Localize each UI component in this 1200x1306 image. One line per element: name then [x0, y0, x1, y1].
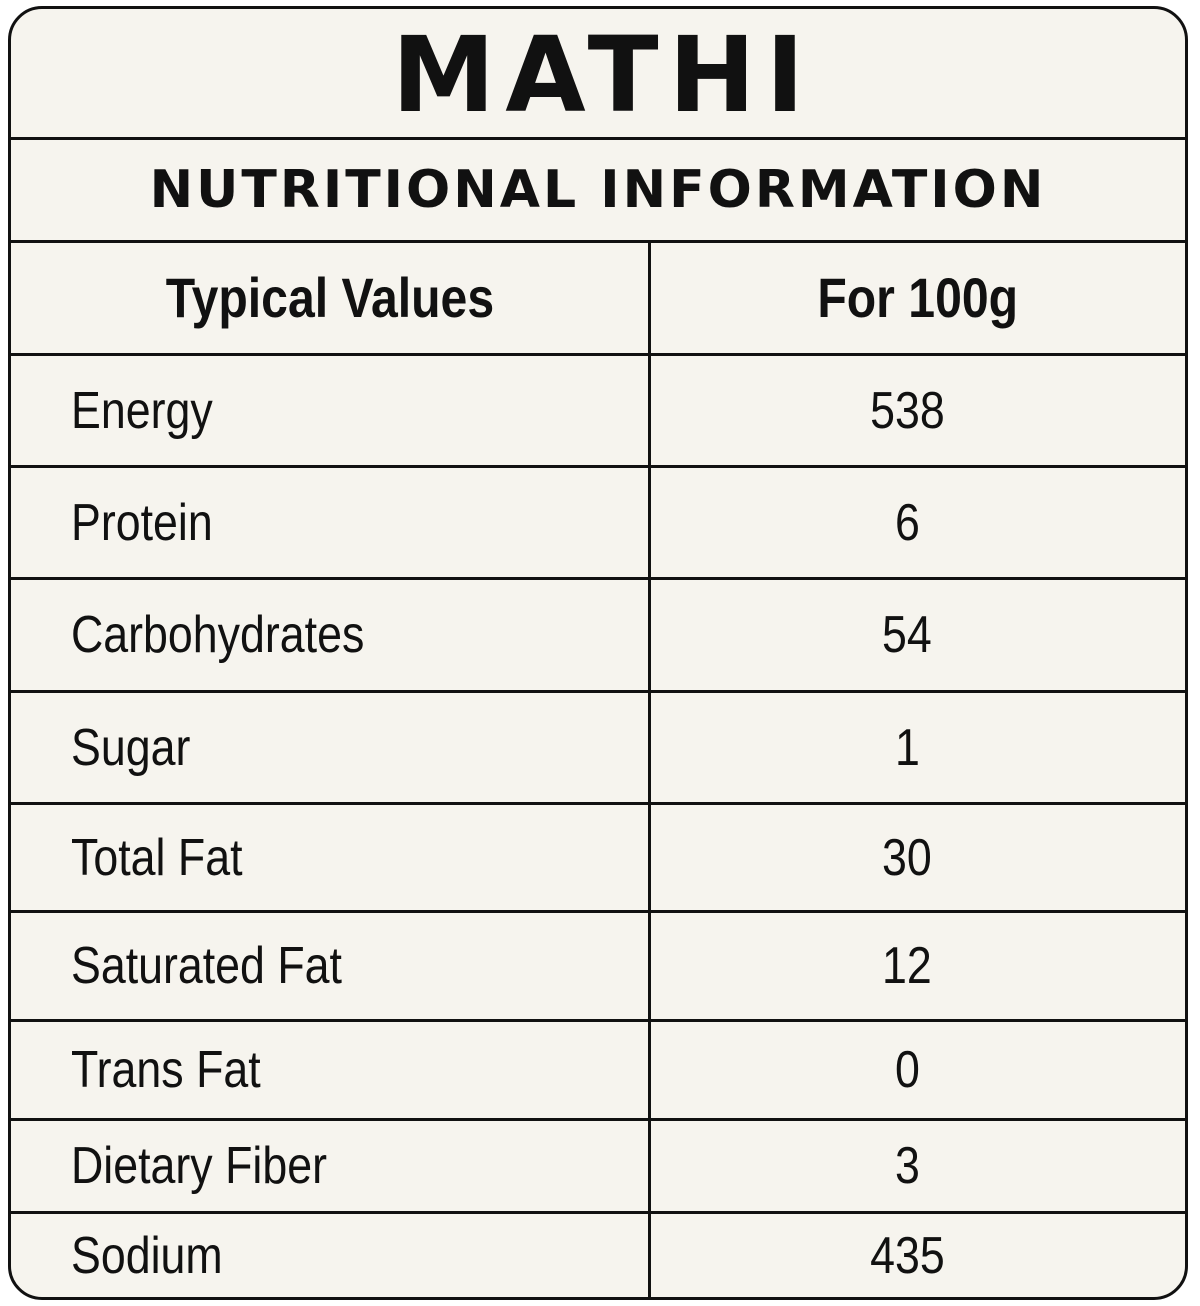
table-row: Trans Fat 0 — [11, 1022, 1185, 1121]
row-value-cell: 12 — [651, 913, 1185, 1019]
row-name-cell: Total Fat — [11, 805, 648, 910]
row-value-cell: 30 — [651, 805, 1185, 910]
table-row: Energy 538 — [11, 356, 1185, 468]
row-name: Sodium — [71, 1226, 223, 1285]
table-row: Sodium 435 — [11, 1214, 1185, 1297]
row-name: Sugar — [71, 718, 191, 777]
row-name-cell: Trans Fat — [11, 1022, 648, 1118]
row-value-cell: 538 — [651, 356, 1185, 465]
title-row: MATHI — [11, 9, 1185, 140]
row-value: 30 — [882, 828, 932, 887]
table-row: Protein 6 — [11, 468, 1185, 580]
row-value: 0 — [894, 1041, 920, 1099]
row-name: Carbohydrates — [71, 606, 365, 664]
row-value: 1 — [894, 718, 920, 777]
nutrition-label: MATHI NUTRITIONAL INFORMATION Typical Va… — [8, 6, 1188, 1300]
row-value-cell: 3 — [651, 1121, 1185, 1211]
column-divider — [648, 243, 651, 1297]
header-name-cell: Typical Values — [11, 243, 648, 353]
row-name: Energy — [71, 381, 213, 440]
table-row: Total Fat 30 — [11, 805, 1185, 913]
row-name-cell: Protein — [11, 468, 648, 577]
row-value: 6 — [894, 493, 920, 552]
row-value: 435 — [869, 1226, 945, 1285]
product-title: MATHI — [391, 14, 815, 136]
row-name-cell: Saturated Fat — [11, 913, 648, 1019]
row-value-cell: 6 — [651, 468, 1185, 577]
row-value: 538 — [869, 381, 945, 440]
row-name-cell: Sugar — [11, 693, 648, 802]
table-row: Dietary Fiber 3 — [11, 1121, 1185, 1214]
nutrition-table: Typical Values For 100g Energy 538 Prote… — [11, 243, 1185, 1297]
header-value-label: For 100g — [817, 266, 1019, 329]
table-header-row: Typical Values For 100g — [11, 243, 1185, 356]
row-value: 54 — [882, 606, 932, 664]
row-name: Protein — [71, 493, 213, 552]
row-name-cell: Sodium — [11, 1214, 648, 1297]
table-row: Sugar 1 — [11, 693, 1185, 805]
row-name: Trans Fat — [71, 1041, 261, 1099]
row-name-cell: Dietary Fiber — [11, 1121, 648, 1211]
header-value-cell: For 100g — [651, 243, 1185, 353]
header-name-label: Typical Values — [165, 266, 494, 329]
row-name-cell: Carbohydrates — [11, 580, 648, 690]
row-name: Saturated Fat — [71, 937, 342, 995]
section-title: NUTRITIONAL INFORMATION — [149, 160, 1047, 220]
row-value-cell: 54 — [651, 580, 1185, 690]
table-row: Saturated Fat 12 — [11, 913, 1185, 1022]
row-name: Dietary Fiber — [71, 1137, 327, 1195]
table-row: Carbohydrates 54 — [11, 580, 1185, 693]
row-value: 3 — [894, 1137, 920, 1195]
row-value-cell: 1 — [651, 693, 1185, 802]
row-value-cell: 435 — [651, 1214, 1185, 1297]
row-name-cell: Energy — [11, 356, 648, 465]
row-name: Total Fat — [71, 828, 243, 887]
row-value: 12 — [882, 937, 932, 995]
row-value-cell: 0 — [651, 1022, 1185, 1118]
subtitle-row: NUTRITIONAL INFORMATION — [11, 140, 1185, 243]
